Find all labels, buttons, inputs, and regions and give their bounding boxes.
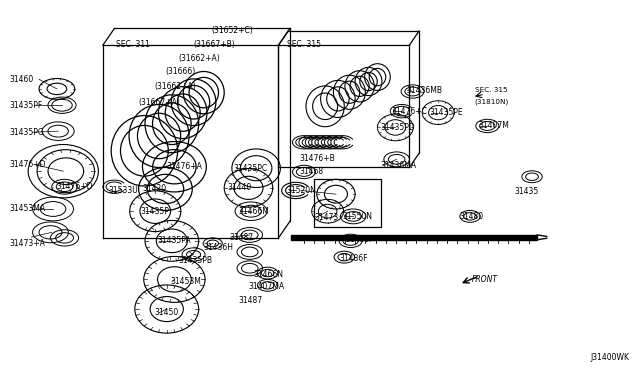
Text: 31436H: 31436H — [204, 243, 234, 251]
Text: (31662+A): (31662+A) — [178, 54, 220, 62]
Text: (31652+C): (31652+C) — [211, 26, 253, 35]
Text: 31435PE: 31435PE — [430, 108, 463, 117]
Text: 31486F: 31486F — [346, 235, 374, 244]
Text: 31435: 31435 — [515, 187, 539, 196]
Text: 31440: 31440 — [227, 183, 252, 192]
Text: 31435PA: 31435PA — [157, 236, 191, 246]
Text: (31666): (31666) — [166, 67, 196, 76]
Text: SEC. 315: SEC. 315 — [474, 87, 507, 93]
Text: 31407MA: 31407MA — [248, 282, 285, 291]
Text: 31520N: 31520N — [287, 186, 317, 195]
Text: 31468: 31468 — [300, 167, 324, 176]
Text: 31480: 31480 — [460, 212, 483, 221]
Text: 31550N: 31550N — [342, 212, 372, 221]
Text: 31436MB: 31436MB — [406, 86, 442, 95]
Text: 31466N: 31466N — [253, 270, 283, 279]
Text: 31486F: 31486F — [339, 254, 367, 263]
Text: 31473: 31473 — [315, 213, 339, 222]
Text: 31450: 31450 — [154, 308, 178, 317]
Text: 31466M: 31466M — [239, 207, 270, 216]
Text: 31487: 31487 — [229, 232, 253, 242]
Bar — [314, 179, 381, 227]
Text: 31476+D: 31476+D — [9, 160, 45, 169]
Text: SEC. 315: SEC. 315 — [287, 40, 321, 49]
Text: (31810N): (31810N) — [474, 98, 509, 105]
Text: (31667+B): (31667+B) — [193, 40, 236, 49]
Text: 31473+A: 31473+A — [9, 239, 45, 248]
Text: 31476+B: 31476+B — [300, 154, 335, 163]
Text: 31476+A: 31476+A — [167, 162, 203, 171]
Text: 31435PG: 31435PG — [9, 128, 44, 137]
Text: 31476+D: 31476+D — [57, 182, 93, 191]
Text: 31435PB: 31435PB — [178, 256, 212, 265]
Text: 31453MA: 31453MA — [9, 205, 45, 214]
Text: 31420: 31420 — [143, 185, 166, 193]
Text: 31407M: 31407M — [478, 122, 509, 131]
Text: 31460: 31460 — [9, 75, 33, 84]
Text: 31453M: 31453M — [170, 277, 201, 286]
Text: SEC. 311: SEC. 311 — [116, 40, 150, 49]
Text: 31435PD: 31435PD — [381, 123, 415, 132]
Text: 31435P: 31435P — [140, 207, 169, 216]
Text: FRONT: FRONT — [472, 275, 498, 284]
Text: 31435PC: 31435PC — [234, 164, 268, 173]
Text: (31662+A): (31662+A) — [154, 82, 196, 91]
Text: 31476+C: 31476+C — [392, 107, 428, 116]
Text: J31400WK: J31400WK — [591, 353, 630, 362]
Text: (31667+A): (31667+A) — [138, 98, 180, 107]
Text: 31435PF: 31435PF — [9, 101, 42, 110]
Text: 31533U: 31533U — [108, 186, 138, 195]
Text: 31436MA: 31436MA — [381, 161, 417, 170]
Text: 31487: 31487 — [238, 296, 262, 305]
